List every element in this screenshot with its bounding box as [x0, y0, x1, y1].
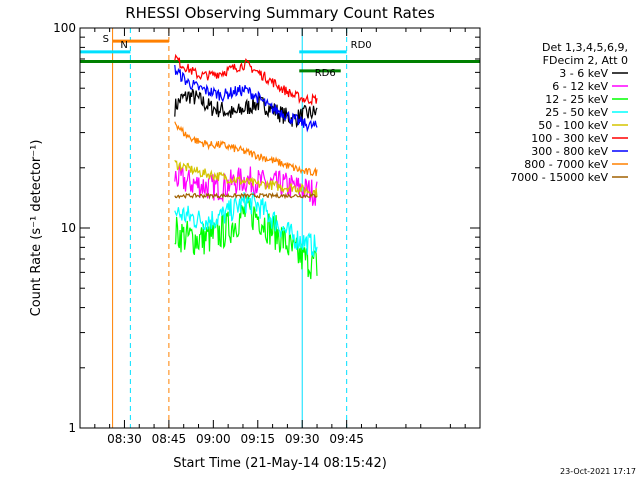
chart-title: RHESSI Observing Summary Count Rates [125, 4, 435, 22]
legend-entry-label: 7000 - 15000 keV [510, 171, 608, 184]
x-tick-label: 09:00 [196, 432, 231, 446]
legend-entry-label: 6 - 12 keV [552, 80, 608, 93]
legend-header: FDecim 2, Att 0 [543, 54, 628, 67]
plot-area: SN RD0 RD6 [80, 28, 480, 428]
legend-entry-label: 300 - 800 keV [531, 145, 608, 158]
legend-entry-label: 800 - 7000 keV [524, 158, 608, 171]
legend-entry-label: 25 - 50 keV [545, 106, 608, 119]
x-tick-label: 09:15 [240, 432, 275, 446]
x-axis-label: Start Time (21-May-14 08:15:42) [173, 456, 387, 471]
series-group [174, 53, 318, 280]
legend-entry-label: 50 - 100 keV [538, 119, 608, 132]
legend-entry-label: 3 - 6 keV [559, 67, 608, 80]
series-line [174, 159, 318, 198]
series-line [174, 192, 318, 257]
series-line [174, 191, 317, 200]
axes: 08:30 08:45 09:00 09:15 09:30 09:45 1 10 100 [53, 21, 481, 446]
y-tick-label: 100 [53, 21, 76, 35]
x-tick-label: 09:45 [329, 432, 364, 446]
x-tick-label: 09:30 [285, 432, 320, 446]
marker-label: S [103, 34, 109, 45]
legend-entry-label: 100 - 300 keV [531, 132, 608, 145]
legend-header: Det 1,3,4,5,6,9, [542, 41, 628, 54]
series-line [174, 64, 318, 133]
marker-label: RD6 [315, 68, 336, 79]
series-line [174, 121, 318, 177]
marker-label: N [120, 40, 127, 51]
y-axis-label: Count Rate (s⁻¹ detector⁻¹) [29, 140, 44, 317]
series-line [174, 164, 318, 206]
y-tick-label: 1 [68, 421, 76, 435]
series-line [174, 53, 318, 106]
footer-date: 23-Oct-2021 17:17 [560, 467, 636, 476]
legend-entry-label: 12 - 25 keV [545, 93, 608, 106]
y-tick-label: 10 [61, 221, 76, 235]
plot-frame [79, 27, 481, 429]
x-tick-label: 08:30 [107, 432, 142, 446]
legend: Det 1,3,4,5,6,9,FDecim 2, Att 03 - 6 keV… [510, 41, 628, 184]
marker-label: RD0 [351, 40, 372, 51]
x-tick-label: 08:45 [152, 432, 187, 446]
